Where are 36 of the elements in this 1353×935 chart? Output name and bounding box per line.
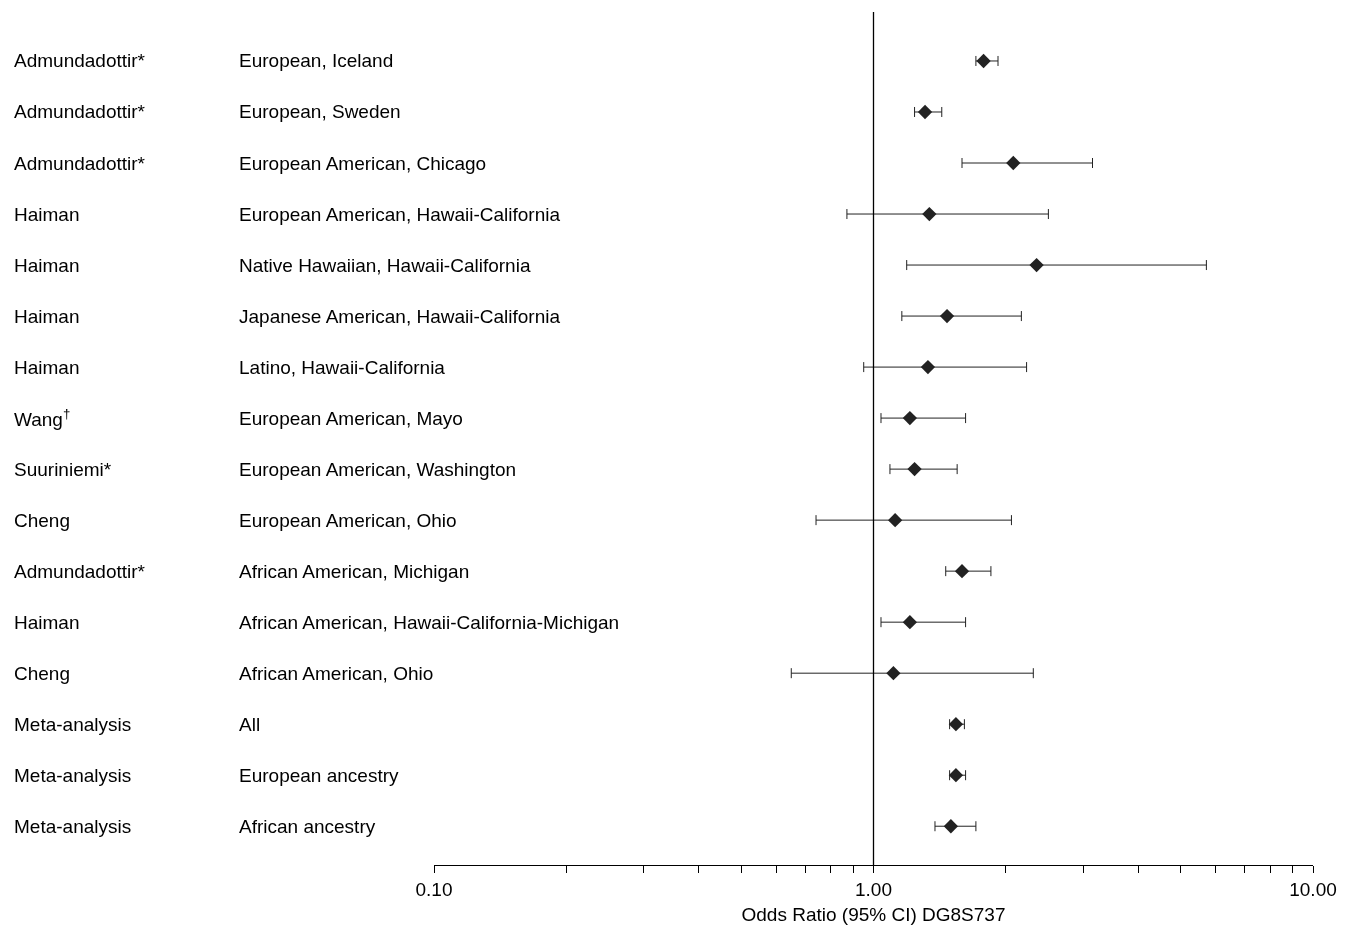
y2-tick-label: Haiman <box>14 204 80 225</box>
y-tick-label: European American, Ohio <box>239 510 457 531</box>
y-tick-label: African American, Michigan <box>239 561 470 582</box>
x-tick-label: 10.00 <box>1289 878 1337 900</box>
y-tick-label: European American, Hawaii-California <box>239 204 561 225</box>
y2-tick-label: Admundadottir* <box>14 50 146 71</box>
y-tick-label: European, Iceland <box>239 50 394 71</box>
y-tick-label: African ancestry <box>239 816 376 837</box>
y2-tick-label: Meta-analysis <box>14 816 132 837</box>
y-tick-label: European American, Chicago <box>239 153 487 174</box>
y2-tick-label: Suuriniemi* <box>14 459 112 480</box>
y2-tick-label: Wang$^{†}$ <box>14 406 71 430</box>
y2-tick-label: Admundadottir* <box>14 153 146 174</box>
y2-tick-label: Haiman <box>14 255 80 276</box>
y-tick-label: African American, Hawaii-California-Michigan <box>239 612 620 633</box>
y2-tick-label: Meta-analysis <box>14 714 132 735</box>
y2-tick-label: Haiman <box>14 306 80 327</box>
y-tick-label: All <box>239 714 261 735</box>
y-tick-label: Japanese American, Hawaii-California <box>239 306 561 327</box>
y-tick-label: African American, Ohio <box>239 663 434 684</box>
x-axis-title: Odds Ratio (95% CI) DG8S737 <box>741 903 1006 925</box>
y2-tick-label: Cheng <box>14 663 70 684</box>
x-tick-label: 0.10 <box>415 878 453 900</box>
y2-tick-label: Admundadottir* <box>14 101 146 122</box>
y2-tick-label: Admundadottir* <box>14 561 146 582</box>
y-tick-label: European ancestry <box>239 765 399 786</box>
y2-tick-label: Cheng <box>14 510 70 531</box>
x-tick-label: 1.00 <box>855 878 892 900</box>
y-tick-label: European American, Mayo <box>239 408 463 429</box>
y2-tick-label: Meta-analysis <box>14 765 132 786</box>
y2-tick-label: Haiman <box>14 357 80 378</box>
y2-tick-label: Haiman <box>14 612 80 633</box>
y-tick-label: Native Hawaiian, Hawaii-California <box>239 255 531 276</box>
y-tick-label: European, Sweden <box>239 101 401 122</box>
y-tick-label: Latino, Hawaii-California <box>239 357 446 378</box>
y-tick-label: European American, Washington <box>239 459 517 480</box>
